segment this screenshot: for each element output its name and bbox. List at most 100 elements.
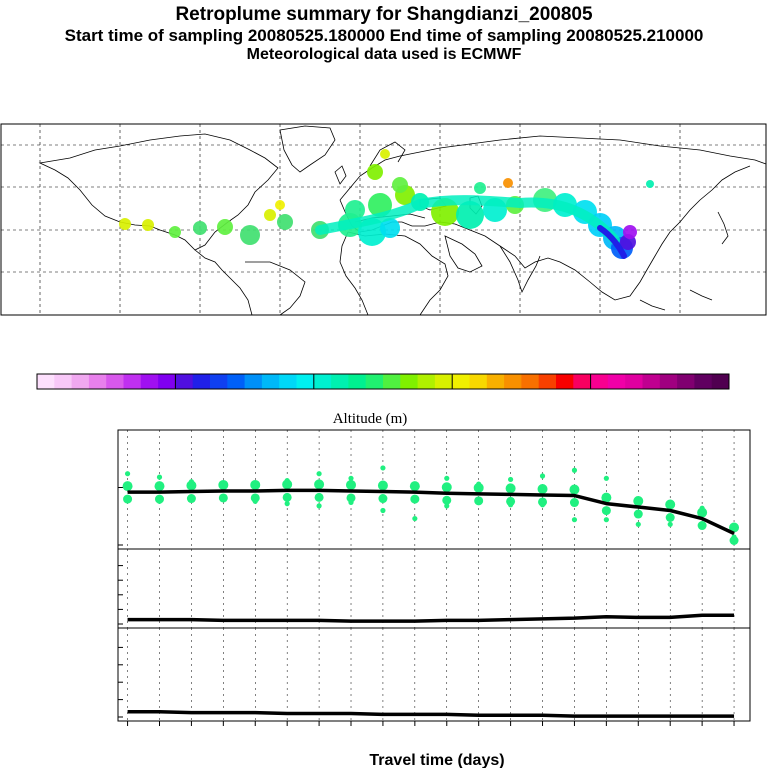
- x-axis-label: Travel time (days): [369, 752, 504, 768]
- colorbar-cell: [417, 374, 436, 389]
- altitude-cluster-point: [186, 480, 197, 491]
- colorbar-cell: [400, 374, 419, 389]
- altitude-scatter-point: [316, 503, 322, 509]
- plume-trail-low: [597, 225, 627, 259]
- altitude-cluster-point: [282, 492, 292, 502]
- colorbar-cell: [469, 374, 488, 389]
- colorbar-cell: [711, 374, 730, 389]
- colorbar-cell: [486, 374, 505, 389]
- altitude-cluster-point: [697, 507, 708, 518]
- map-gridlines: [1, 124, 766, 315]
- plume-blob: [119, 218, 131, 230]
- colorbar-cell: [313, 374, 332, 389]
- altitude-cluster-point: [346, 479, 357, 490]
- colorbar-cell: [434, 374, 453, 389]
- retroplume-map: [0, 123, 767, 316]
- plume-blob: [217, 219, 233, 235]
- altitude-cluster-point: [250, 493, 260, 503]
- plume-blob: [380, 149, 390, 159]
- colorbar-cell: [37, 374, 55, 389]
- altitude-cluster-point: [314, 492, 324, 502]
- plume-blob: [193, 221, 207, 235]
- altitude-cluster-point: [473, 482, 484, 493]
- colorbar-cell: [175, 374, 194, 389]
- altitude-cluster-point: [282, 479, 293, 490]
- altitude-scatter-point: [571, 517, 578, 523]
- sampling-time-subtitle: Start time of sampling 20080525.180000 E…: [64, 26, 704, 45]
- chart-title: Retroplume summary for Shangdianzi_20080…: [175, 4, 593, 25]
- altitude-cluster-point: [633, 509, 643, 519]
- altitude-scatter-point: [667, 521, 673, 527]
- altitude-cluster-point: [729, 536, 739, 545]
- colorbar-cell: [71, 374, 90, 389]
- colorbar-cell: [296, 374, 315, 389]
- colorbar-cell: [590, 374, 609, 389]
- altitude-cluster-point: [697, 521, 707, 531]
- altitude-cluster-point: [665, 513, 675, 522]
- panel-series-line: [127, 488, 735, 536]
- plume-blob: [646, 180, 654, 188]
- plume-blobs: [119, 149, 654, 259]
- colorbar-cell: [88, 374, 107, 389]
- plume-blob: [142, 219, 154, 231]
- altitude-cluster-point: [474, 496, 484, 506]
- panel-abl: [117, 548, 751, 629]
- altitude-cluster-point: [122, 481, 133, 492]
- altitude-scatter-point: [603, 517, 609, 523]
- plume-blob: [169, 226, 181, 238]
- panel-series-line: [127, 710, 735, 718]
- panel-str: [117, 627, 751, 722]
- colorbar-cell: [677, 374, 695, 389]
- colorbar-cell: [54, 374, 73, 389]
- altitude-cluster-point: [601, 492, 612, 503]
- altitude-scatter-point: [380, 507, 386, 514]
- colorbar-cell: [625, 374, 643, 389]
- colorbar-cell: [365, 374, 384, 389]
- plume-blob: [367, 164, 383, 180]
- plume-blob: [277, 214, 293, 230]
- panel-series-line: [127, 613, 735, 623]
- altitude-scatter-point: [316, 471, 322, 477]
- altitude-cluster-point: [506, 496, 516, 506]
- altitude-scatter-point: [539, 473, 546, 479]
- plume-blob: [456, 201, 484, 229]
- altitude-colorbar: Altitude (m): [36, 373, 730, 427]
- colorbar-label: Altitude (m): [333, 411, 408, 427]
- plume-blob: [368, 193, 392, 217]
- plume-blob: [275, 200, 285, 210]
- colorbar-cell: [123, 374, 142, 389]
- met-data-subtitle: Meteorological data used is ECMWF: [246, 46, 522, 63]
- plume-trail: [315, 195, 620, 245]
- colorbar-cell: [504, 374, 522, 389]
- colorbar-cell: [244, 374, 263, 389]
- colorbar-cell: [383, 374, 401, 389]
- altitude-cluster-point: [537, 483, 548, 494]
- colorbar-cell: [659, 374, 678, 389]
- summary-panels: [117, 429, 751, 726]
- colorbar-cell: [642, 374, 661, 389]
- altitude-cluster-point: [123, 494, 133, 504]
- altitude-cluster-point: [569, 484, 580, 495]
- altitude-cluster-point: [250, 479, 261, 490]
- colorbar-cell: [279, 374, 297, 389]
- altitude-scatter-point: [348, 475, 354, 481]
- plume-blob: [345, 200, 365, 220]
- altitude-cluster-point: [314, 479, 325, 490]
- colorbar-cell: [261, 374, 280, 389]
- x-axis: [127, 721, 735, 726]
- altitude-scatter-point: [124, 471, 131, 477]
- colorbar-cell: [210, 374, 228, 389]
- altitude-cluster-point: [154, 494, 164, 504]
- plume-blob: [264, 209, 276, 221]
- altitude-scatter-point: [380, 465, 386, 471]
- altitude-cluster-point: [218, 479, 229, 490]
- colorbar-cell: [452, 374, 470, 389]
- altitude-scatter-point: [412, 515, 418, 522]
- altitude-scatter-point: [284, 501, 290, 507]
- colorbar-cell: [521, 374, 540, 389]
- colorbar-cell: [694, 374, 713, 389]
- altitude-cluster-point: [218, 493, 228, 503]
- panel-frame: [117, 627, 751, 722]
- altitude-cluster-point: [378, 494, 388, 504]
- colorbar-cell: [348, 374, 367, 389]
